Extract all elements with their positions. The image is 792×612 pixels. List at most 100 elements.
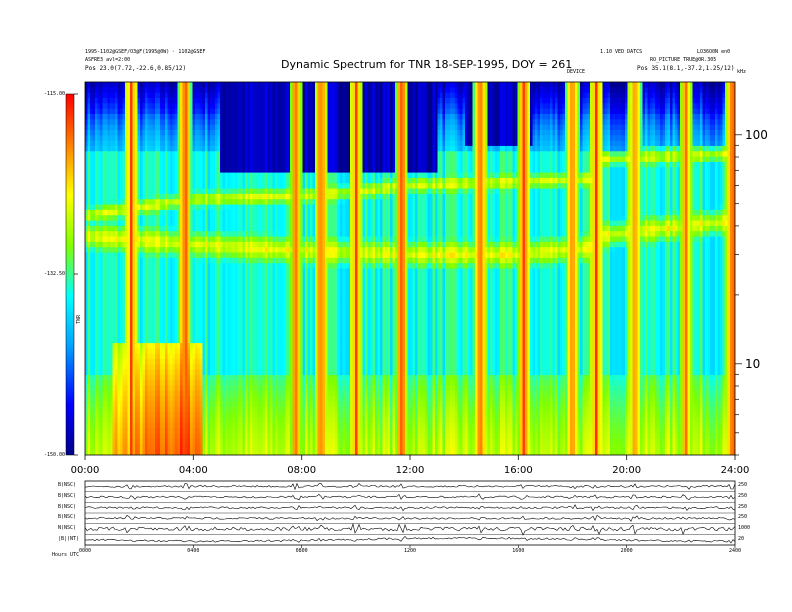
spectrogram-cell	[170, 321, 173, 328]
spectrogram-cell	[150, 385, 153, 392]
spectrogram-cell	[132, 241, 136, 248]
spectrogram-cell	[255, 391, 258, 397]
spectrogram-cell	[145, 279, 148, 286]
spectrogram-cell	[177, 295, 181, 302]
spectrogram-cell	[85, 263, 88, 270]
spectrogram-cell	[245, 236, 248, 243]
spectrogram-cell	[90, 407, 93, 413]
spectrogram-cell	[240, 268, 243, 275]
spectrogram-cell	[157, 433, 161, 440]
spectrogram-cell	[197, 273, 201, 280]
spectrogram-cell	[140, 119, 143, 126]
spectrogram-cell	[192, 385, 196, 392]
spectrogram-cell	[135, 124, 138, 131]
spectrogram-cell	[192, 279, 196, 286]
spectrogram-cell	[212, 231, 216, 238]
spectrogram-cell	[240, 113, 243, 120]
spectrogram-cell	[115, 124, 118, 131]
spectrogram-cell	[235, 241, 238, 248]
spectrogram-cell	[95, 204, 98, 211]
spectrogram-cell	[102, 215, 106, 222]
spectrogram-cell	[257, 103, 261, 110]
spectrogram-cell	[200, 161, 203, 168]
spectrogram-cell	[140, 193, 143, 200]
spectrogram-cell	[157, 119, 161, 126]
spectrogram-cell	[125, 167, 128, 174]
spectrogram-cell	[147, 209, 151, 216]
spectrogram-cell	[237, 449, 241, 455]
spectrogram-cell	[172, 337, 176, 344]
spectrogram-cell	[85, 108, 88, 115]
spectrogram-cell	[225, 396, 228, 403]
spectrogram-cell	[222, 391, 226, 397]
spectrogram-cell	[222, 343, 226, 350]
spectrogram-cell	[245, 268, 248, 275]
spectrogram-cell	[202, 204, 206, 211]
spectrogram-cell	[110, 119, 113, 126]
spectrogram-cell	[195, 82, 198, 88]
spectrogram-cell	[150, 348, 153, 355]
spectrogram-cell	[172, 412, 176, 419]
spectrogram-cell	[232, 145, 236, 152]
spectrogram-cell	[232, 135, 236, 142]
spectrogram-cell	[250, 433, 253, 440]
spectrogram-cell	[122, 321, 126, 328]
spectrogram-cell	[110, 273, 113, 280]
spectrogram-cell	[105, 140, 108, 147]
spectrogram-cell	[107, 380, 111, 387]
spectrogram-cell	[142, 167, 146, 174]
spectrogram-cell	[110, 348, 113, 355]
spectrogram-cell	[172, 140, 176, 147]
spectrogram-cell	[110, 145, 113, 152]
spectrogram-cell	[102, 124, 106, 131]
spectrogram-cell	[190, 108, 193, 115]
spectrogram-cell	[147, 396, 151, 403]
spectrogram-cell	[122, 279, 126, 286]
spectrogram-cell	[142, 289, 146, 296]
spectrogram-cell	[160, 204, 163, 211]
spectrogram-cell	[145, 391, 148, 397]
spectrogram-cell	[150, 135, 153, 142]
spectrogram-cell	[112, 177, 116, 184]
spectrogram-cell	[127, 375, 131, 381]
spectrogram-cell	[100, 284, 103, 291]
spectrogram-cell	[87, 295, 91, 302]
spectrogram-cell	[212, 268, 216, 275]
spectrogram-cell	[235, 348, 238, 355]
spectrogram-cell	[232, 225, 236, 232]
spectrogram-cell	[242, 161, 246, 168]
spectrogram-cell	[122, 156, 126, 163]
spectrogram-cell	[85, 369, 88, 376]
spectrogram-cell	[245, 177, 248, 184]
spectrogram-cell	[217, 423, 221, 429]
spectrogram-cell	[167, 343, 171, 350]
spectrogram-cell	[160, 343, 163, 350]
spectrogram-cell	[252, 284, 256, 291]
spectrogram-cell	[175, 289, 178, 296]
spectrogram-cell	[150, 231, 153, 238]
spectrogram-cell	[142, 188, 146, 195]
spectrogram-cell	[222, 428, 226, 435]
spectrogram-cell	[95, 343, 98, 350]
spectrogram-cell	[185, 263, 188, 270]
spectrogram-cell	[242, 241, 246, 248]
spectrogram-cell	[117, 188, 121, 195]
spectrogram-cell	[227, 391, 231, 397]
spectrogram-cell	[175, 129, 178, 136]
spectrogram-cell	[185, 391, 188, 397]
spectrogram-cell	[137, 241, 141, 248]
spectrogram-cell	[197, 199, 201, 206]
spectrogram-cell	[97, 327, 101, 334]
spectrogram-cell	[202, 396, 206, 403]
spectrogram-cell	[90, 108, 93, 115]
spectrogram-cell	[215, 263, 218, 270]
spectrogram-cell	[85, 401, 88, 408]
spectrogram-cell	[130, 241, 133, 248]
spectrogram-cell	[110, 284, 113, 291]
spectrogram-cell	[197, 87, 201, 94]
spectrogram-cell	[227, 300, 231, 307]
spectrogram-cell	[87, 209, 91, 216]
spectrogram-cell	[102, 385, 106, 392]
spectrogram-cell	[207, 348, 211, 355]
spectrogram-cell	[122, 247, 126, 254]
